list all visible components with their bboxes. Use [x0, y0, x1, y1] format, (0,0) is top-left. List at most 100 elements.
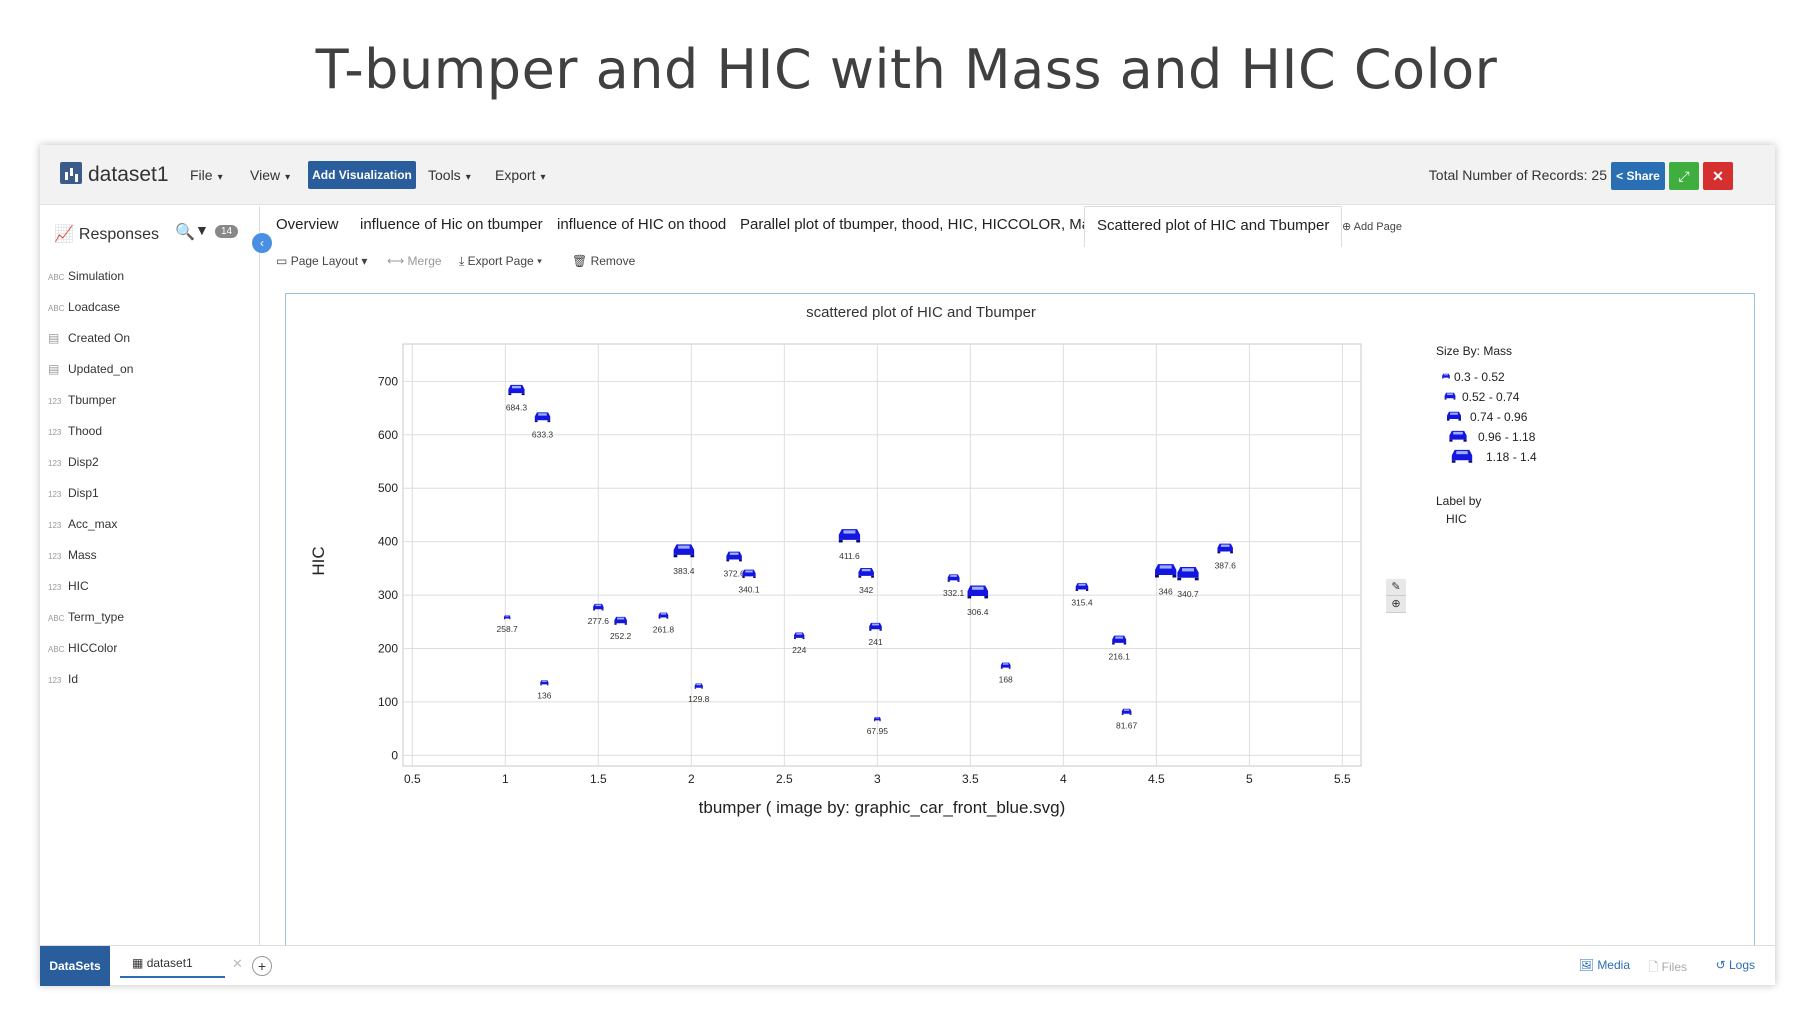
- menu-export[interactable]: Export ▾: [495, 167, 546, 183]
- car-marker[interactable]: [694, 683, 703, 689]
- sidebar-item[interactable]: 123 Acc_max: [48, 509, 253, 540]
- car-marker[interactable]: [673, 544, 695, 558]
- chart-title: scattered plot of HIC and Tbumper: [806, 304, 1036, 321]
- car-marker[interactable]: [947, 574, 960, 582]
- page-layout-button[interactable]: ▭ Page Layout ▾: [276, 254, 368, 268]
- y-tick-label: 200: [378, 641, 398, 655]
- type-icon: 123: [48, 676, 62, 685]
- car-marker[interactable]: [873, 717, 881, 722]
- car-marker[interactable]: [508, 384, 525, 396]
- sidebar-item[interactable]: ▤ Created On: [48, 323, 253, 354]
- point-label: 684.3: [506, 402, 528, 412]
- point-label: 633.3: [532, 429, 554, 439]
- menu-tools[interactable]: Tools ▾: [428, 167, 471, 183]
- car-marker[interactable]: [869, 622, 882, 631]
- zoom-icon[interactable]: ⊕: [1386, 596, 1406, 613]
- sidebar-item-label: Disp1: [68, 486, 99, 500]
- car-marker[interactable]: [503, 615, 511, 620]
- logs-link[interactable]: ↺ Logs: [1715, 958, 1755, 972]
- remove-button[interactable]: 🗑 Remove: [572, 254, 636, 268]
- car-marker[interactable]: [967, 585, 989, 599]
- menu-view[interactable]: View ▾: [250, 167, 291, 183]
- close-button[interactable]: ✕: [1703, 162, 1733, 190]
- point-label: 383.4: [673, 566, 695, 576]
- footer-bar: DataSets ▦ dataset1 ✕ + 🖼 Media 🗋 Files …: [40, 945, 1775, 986]
- menu-file[interactable]: File ▾: [190, 167, 223, 183]
- files-link[interactable]: 🗋 Files: [1648, 960, 1687, 974]
- sidebar-item-label: Loadcase: [68, 300, 121, 314]
- point-label: 216.1: [1109, 651, 1131, 661]
- plus-circle-icon: ⊕: [1342, 221, 1352, 233]
- car-marker[interactable]: [742, 569, 756, 579]
- sidebar-item-label: Term_type: [68, 610, 125, 624]
- car-marker[interactable]: [1075, 583, 1089, 591]
- collapse-sidebar-button[interactable]: ‹: [252, 233, 272, 253]
- type-icon: 123: [48, 397, 62, 406]
- car-marker[interactable]: [614, 616, 627, 625]
- tab-influence-hic-thood[interactable]: influence of HIC on thood: [557, 216, 727, 233]
- filter-icon[interactable]: ▼: [195, 222, 209, 238]
- type-icon: 123: [48, 428, 62, 437]
- dataset-tab[interactable]: ▦ dataset1: [120, 956, 225, 978]
- car-marker[interactable]: [593, 603, 604, 611]
- merge-button[interactable]: ⟷ Merge: [387, 254, 442, 268]
- sidebar-item[interactable]: 123 Disp2: [48, 447, 253, 478]
- sidebar-item[interactable]: ABC Simulation: [48, 261, 253, 292]
- add-page-button[interactable]: ⊕ Add Page: [1342, 221, 1402, 233]
- brush-icon[interactable]: ✎: [1386, 579, 1406, 596]
- car-marker[interactable]: [1000, 662, 1011, 669]
- sidebar-item[interactable]: ABC Term_type: [48, 602, 253, 633]
- x-tick-label: 4: [1060, 772, 1067, 786]
- tab-scattered-plot[interactable]: Scattered plot of HIC and Tbumper: [1084, 206, 1343, 247]
- tab-influence-hic-tbumper[interactable]: influence of Hic on tbumper: [360, 216, 543, 233]
- car-marker[interactable]: [540, 680, 549, 686]
- car-marker[interactable]: [838, 529, 861, 543]
- add-visualization-button[interactable]: Add Visualization: [308, 161, 416, 189]
- sidebar-item[interactable]: 123 Tbumper: [48, 385, 253, 416]
- share-button[interactable]: < Share: [1611, 162, 1665, 190]
- sidebar-item-label: Simulation: [68, 269, 125, 283]
- sidebar-item[interactable]: 123 HIC: [48, 571, 253, 602]
- sidebar-item[interactable]: ▤ Updated_on: [48, 354, 253, 385]
- car-marker[interactable]: [1155, 564, 1177, 578]
- search-icon[interactable]: 🔍: [175, 224, 195, 241]
- response-list: ABC Simulation ABC Loadcase ▤ Created On ▤ Upda…: [48, 261, 253, 695]
- car-marker[interactable]: [1217, 543, 1233, 554]
- app-name: dataset1: [88, 163, 169, 186]
- sidebar-item[interactable]: 123 Thood: [48, 416, 253, 447]
- x-tick-label: 1.5: [590, 772, 607, 786]
- export-page-button[interactable]: ⤓ Export Page ▾: [459, 254, 543, 268]
- export-icon: ⤓: [459, 254, 465, 268]
- scatter-plot: 0.5 1 1.5 2 2.5 3 3.5 4 4.5 5 5.5 0 100 200 300 400 500 6…: [309, 343, 1362, 817]
- sidebar-item[interactable]: 123 Mass: [48, 540, 253, 571]
- close-tab-icon[interactable]: ✕: [232, 956, 243, 971]
- car-marker[interactable]: [726, 551, 742, 562]
- type-icon: 123: [48, 459, 62, 468]
- plot-area: [402, 343, 1362, 767]
- car-marker[interactable]: [534, 412, 551, 423]
- sidebar-item[interactable]: ABC HICColor: [48, 633, 253, 664]
- y-tick-label: 700: [378, 374, 398, 388]
- car-marker[interactable]: [1177, 566, 1199, 581]
- point-label: 346: [1159, 586, 1173, 596]
- sidebar-item[interactable]: 123 Id: [48, 664, 253, 695]
- media-link[interactable]: 🖼 Media: [1578, 958, 1630, 972]
- sidebar-item[interactable]: ABC Loadcase: [48, 292, 253, 323]
- legend-size-bin: 0.96 - 1.18: [1478, 430, 1536, 444]
- sidebar-item-label: Tbumper: [68, 393, 117, 407]
- car-marker[interactable]: [658, 612, 669, 619]
- add-dataset-button[interactable]: +: [252, 956, 272, 976]
- point-label: 258.7: [497, 624, 519, 634]
- car-marker[interactable]: [858, 567, 874, 578]
- car-marker[interactable]: [1112, 635, 1127, 645]
- datasets-button[interactable]: DataSets: [40, 946, 110, 986]
- legend-car-icon: [1442, 373, 1450, 379]
- expand-button[interactable]: ⤢: [1669, 162, 1699, 190]
- car-marker[interactable]: [794, 632, 805, 640]
- y-tick-label: 600: [378, 428, 398, 442]
- tab-overview[interactable]: Overview: [276, 216, 339, 233]
- car-marker[interactable]: [1121, 708, 1132, 715]
- merge-icon: ⟷: [387, 254, 405, 268]
- tab-parallel-plot[interactable]: Parallel plot of tbumper, thood, HIC, HI…: [740, 216, 1106, 233]
- sidebar-item[interactable]: 123 Disp1: [48, 478, 253, 509]
